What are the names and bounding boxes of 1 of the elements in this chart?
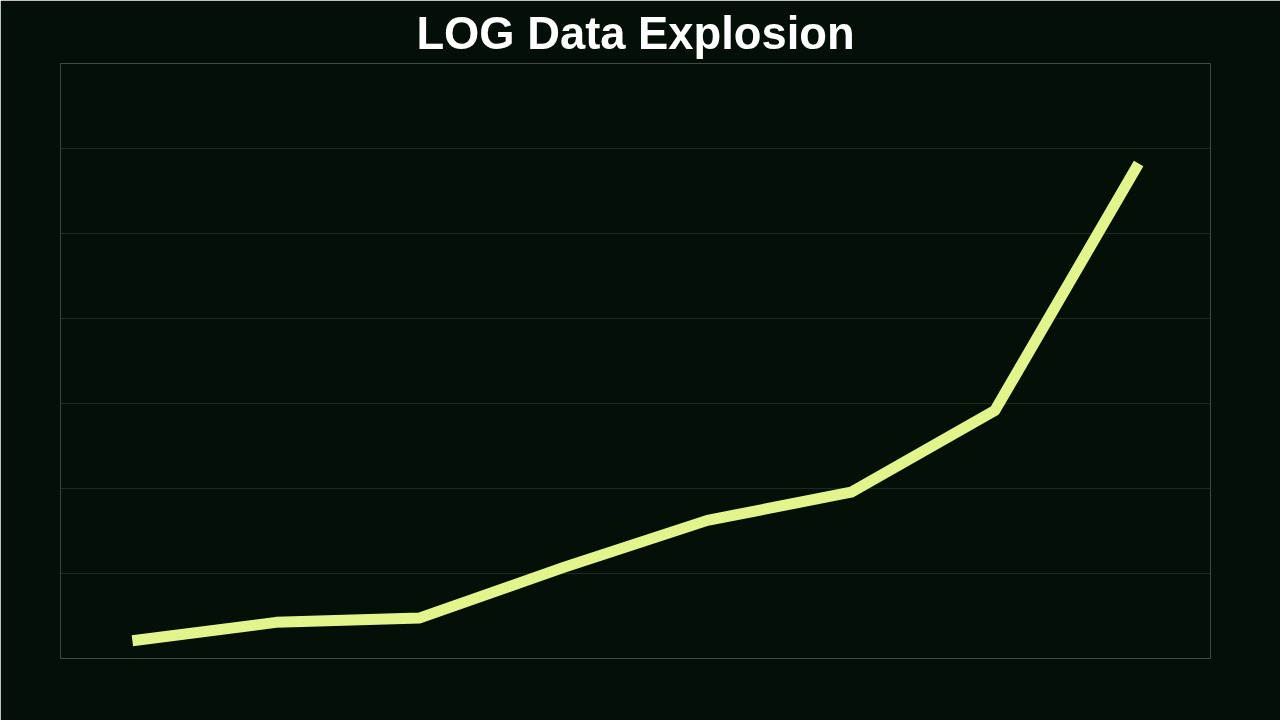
chart-title: LOG Data Explosion [416,7,855,59]
